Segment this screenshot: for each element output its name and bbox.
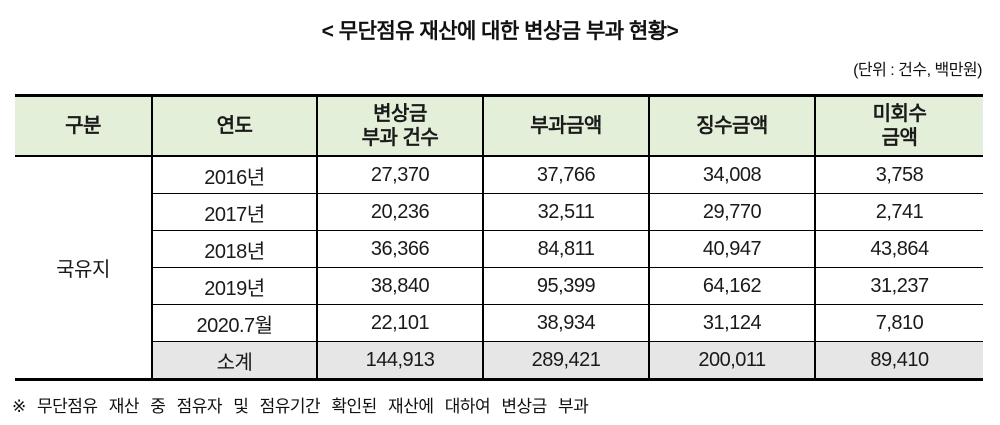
subtotal-value: 289,421 [482,341,650,380]
year-cell: 2019년 [151,267,318,305]
year-cell: 2018년 [151,230,318,268]
table-row: 국유지 2016년 27,370 37,766 34,008 3,758 [15,155,983,380]
value-cell: 22,101 [316,304,484,342]
value-cell: 27,370 [316,155,484,194]
value-cell: 20,236 [316,193,484,231]
unit-note: (단위 : 건수, 백만원) [853,62,982,79]
subtotal-row: 소계 144,913 289,421 200,011 89,410 [15,341,983,380]
value-cell: 31,124 [648,304,816,342]
value-cell: 32,511 [482,193,650,231]
header-penalty-count: 변상금 부과 건수 [316,95,484,157]
value-cell: 95,399 [482,267,650,305]
subtotal-value: 89,410 [814,341,983,380]
subtotal-label: 소계 [151,341,318,380]
value-cell: 2,741 [814,193,983,231]
subtotal-value: 144,913 [316,341,484,380]
subtotal-value: 200,011 [648,341,816,380]
value-cell: 37,766 [482,155,650,194]
table-row: 2017년 20,236 32,511 29,770 2,741 [15,193,983,231]
table-row: 2020.7월 22,101 38,934 31,124 7,810 [15,304,983,342]
value-cell: 38,840 [316,267,484,305]
table-row: 2019년 38,840 95,399 64,162 31,237 [15,267,983,305]
header-year: 연도 [151,95,318,157]
header-category: 구분 [15,95,153,157]
header-uncollected-amount: 미회수 금액 [814,95,983,157]
year-cell: 2017년 [151,193,318,231]
penalty-table: 구분 연도 변상금 부과 건수 부과금액 징수금액 미회수 금액 국유지 201… [15,94,983,381]
value-cell: 3,758 [814,155,983,194]
header-levied-amount: 부과금액 [482,95,650,157]
footnote: ※ 무단점유 재산 중 점유자 및 점유기간 확인된 재산에 대하여 변상금 부… [12,397,589,416]
table-row: 2018년 36,366 84,811 40,947 43,864 [15,230,983,268]
header-collected-amount: 징수금액 [648,95,816,157]
year-cell: 2020.7월 [151,304,318,342]
value-cell: 29,770 [648,193,816,231]
table-header-row: 구분 연도 변상금 부과 건수 부과금액 징수금액 미회수 금액 [15,95,983,157]
value-cell: 38,934 [482,304,650,342]
value-cell: 64,162 [648,267,816,305]
value-cell: 40,947 [648,230,816,268]
page-title: < 무단점유 재산에 대한 변상금 부과 현황> [321,20,679,43]
value-cell: 7,810 [814,304,983,342]
value-cell: 31,237 [814,267,983,305]
value-cell: 43,864 [814,230,983,268]
group-cell-national-land: 국유지 [15,155,153,380]
year-cell: 2016년 [151,155,318,194]
value-cell: 34,008 [648,155,816,194]
value-cell: 36,366 [316,230,484,268]
value-cell: 84,811 [482,230,650,268]
